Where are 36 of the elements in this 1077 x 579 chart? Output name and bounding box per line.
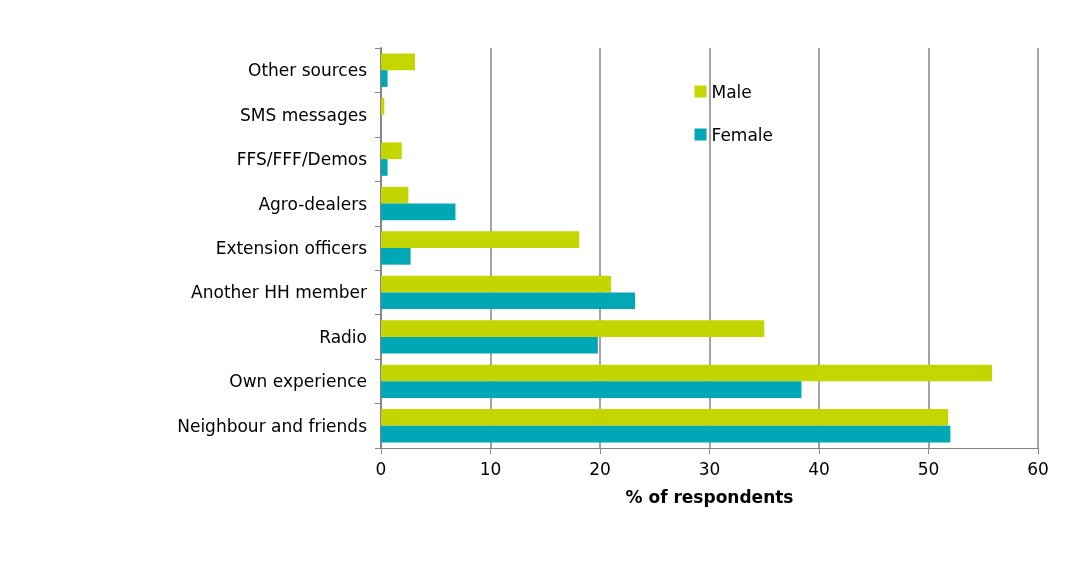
bar (381, 248, 411, 265)
bar (381, 364, 993, 382)
bar (381, 186, 409, 204)
bar (381, 336, 598, 354)
bar (381, 70, 388, 87)
bar (381, 98, 385, 115)
x-tick-label: 60 (1027, 458, 1049, 479)
x-tick-label: 30 (698, 458, 721, 479)
x-axis-title: % of respondents (625, 486, 794, 507)
y-tick-label: Own experience (229, 371, 367, 392)
y-tick-label: SMS messages (240, 104, 368, 125)
y-tick-label: FFS/FFF/Demos (236, 149, 368, 170)
y-tick-label: Radio (319, 326, 367, 347)
x-tick-label: 50 (917, 458, 940, 479)
y-tick-label: Other sources (248, 60, 368, 81)
x-tick-label: 10 (479, 458, 502, 479)
legend-label: Female (711, 124, 773, 145)
bar (381, 53, 415, 71)
bar (381, 409, 949, 426)
y-tick-label: Extension officers (215, 238, 368, 258)
y-tick-label: Another HH member (191, 282, 368, 303)
legend-label: Male (711, 81, 752, 102)
bar (381, 381, 802, 398)
x-tick-label: 20 (589, 458, 611, 479)
y-tick-label: Agro-dealers (258, 193, 368, 214)
x-tick-label: 40 (808, 458, 830, 479)
bar (381, 142, 402, 160)
bar (381, 425, 951, 443)
bar (381, 231, 580, 248)
bar (381, 159, 388, 176)
y-tick-label: Neighbour and friends (177, 415, 368, 436)
bar (381, 203, 456, 221)
bar (381, 320, 765, 337)
bar (381, 292, 636, 310)
bar (381, 275, 611, 293)
x-tick-label: 0 (375, 458, 387, 479)
